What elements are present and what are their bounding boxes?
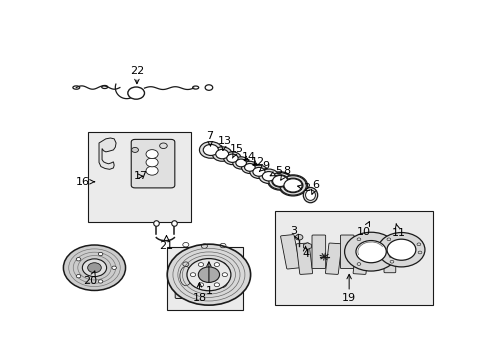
Circle shape	[146, 166, 158, 175]
Circle shape	[244, 163, 255, 171]
FancyBboxPatch shape	[340, 235, 353, 269]
Bar	[88, 132, 190, 222]
Polygon shape	[99, 138, 116, 169]
Circle shape	[355, 240, 386, 263]
Circle shape	[279, 176, 305, 195]
FancyBboxPatch shape	[367, 238, 385, 267]
Circle shape	[76, 258, 81, 261]
Circle shape	[262, 172, 275, 181]
FancyBboxPatch shape	[194, 260, 214, 300]
FancyBboxPatch shape	[280, 235, 300, 269]
Text: 13: 13	[217, 136, 231, 150]
Circle shape	[268, 173, 291, 189]
Text: 8: 8	[280, 166, 290, 180]
Circle shape	[167, 244, 250, 305]
FancyBboxPatch shape	[213, 261, 232, 299]
Text: 17: 17	[133, 171, 147, 181]
Circle shape	[198, 283, 203, 287]
Circle shape	[190, 273, 195, 276]
FancyBboxPatch shape	[352, 243, 368, 274]
Circle shape	[199, 141, 222, 158]
Text: 5: 5	[269, 166, 282, 176]
Text: 22: 22	[129, 66, 144, 84]
Circle shape	[249, 165, 267, 179]
Circle shape	[252, 167, 264, 176]
Circle shape	[259, 169, 278, 184]
Text: 12: 12	[250, 157, 264, 167]
Text: 4: 4	[302, 246, 308, 259]
Circle shape	[131, 148, 138, 152]
Text: 21: 21	[159, 235, 173, 251]
Circle shape	[215, 149, 228, 159]
Text: 6: 6	[311, 180, 319, 194]
Text: 20: 20	[83, 271, 98, 286]
Text: 3: 3	[290, 226, 298, 239]
Circle shape	[226, 154, 238, 162]
Text: 19: 19	[342, 274, 355, 303]
Text: 11: 11	[390, 224, 405, 238]
Circle shape	[241, 161, 258, 174]
Circle shape	[223, 152, 241, 165]
Text: 2: 2	[297, 183, 309, 193]
Circle shape	[203, 144, 218, 156]
Ellipse shape	[303, 188, 317, 203]
Circle shape	[212, 147, 232, 161]
Circle shape	[344, 232, 397, 271]
Circle shape	[63, 245, 125, 291]
Circle shape	[159, 143, 167, 149]
FancyBboxPatch shape	[175, 257, 196, 298]
Circle shape	[284, 179, 302, 192]
Circle shape	[271, 175, 288, 187]
FancyBboxPatch shape	[296, 243, 312, 274]
Circle shape	[283, 178, 302, 193]
Text: 9: 9	[259, 161, 269, 171]
FancyBboxPatch shape	[325, 243, 341, 274]
Circle shape	[82, 259, 106, 276]
Circle shape	[232, 157, 249, 169]
Circle shape	[386, 239, 415, 260]
Circle shape	[377, 233, 424, 267]
Text: 1: 1	[205, 262, 212, 296]
Circle shape	[198, 263, 203, 266]
Circle shape	[214, 263, 219, 266]
Circle shape	[98, 280, 102, 283]
Circle shape	[272, 175, 287, 186]
Text: 10: 10	[357, 221, 370, 237]
Bar	[275, 211, 432, 305]
Circle shape	[186, 258, 230, 291]
Circle shape	[214, 283, 219, 287]
Text: 18: 18	[192, 283, 206, 303]
Circle shape	[76, 275, 81, 278]
Circle shape	[87, 263, 101, 273]
Text: 7: 7	[206, 131, 213, 146]
FancyBboxPatch shape	[311, 235, 325, 269]
Text: 14: 14	[241, 152, 255, 162]
Circle shape	[146, 150, 158, 158]
Circle shape	[295, 234, 302, 240]
FancyBboxPatch shape	[131, 139, 175, 188]
Circle shape	[235, 159, 246, 167]
FancyBboxPatch shape	[383, 245, 395, 273]
Circle shape	[146, 158, 158, 167]
Circle shape	[198, 267, 219, 283]
Circle shape	[222, 273, 227, 276]
Circle shape	[278, 175, 307, 196]
Ellipse shape	[305, 190, 315, 201]
Circle shape	[98, 252, 102, 256]
Circle shape	[112, 266, 116, 269]
Text: 16: 16	[76, 177, 94, 187]
Text: 15: 15	[229, 144, 244, 158]
Circle shape	[267, 172, 292, 190]
Bar	[167, 247, 243, 310]
